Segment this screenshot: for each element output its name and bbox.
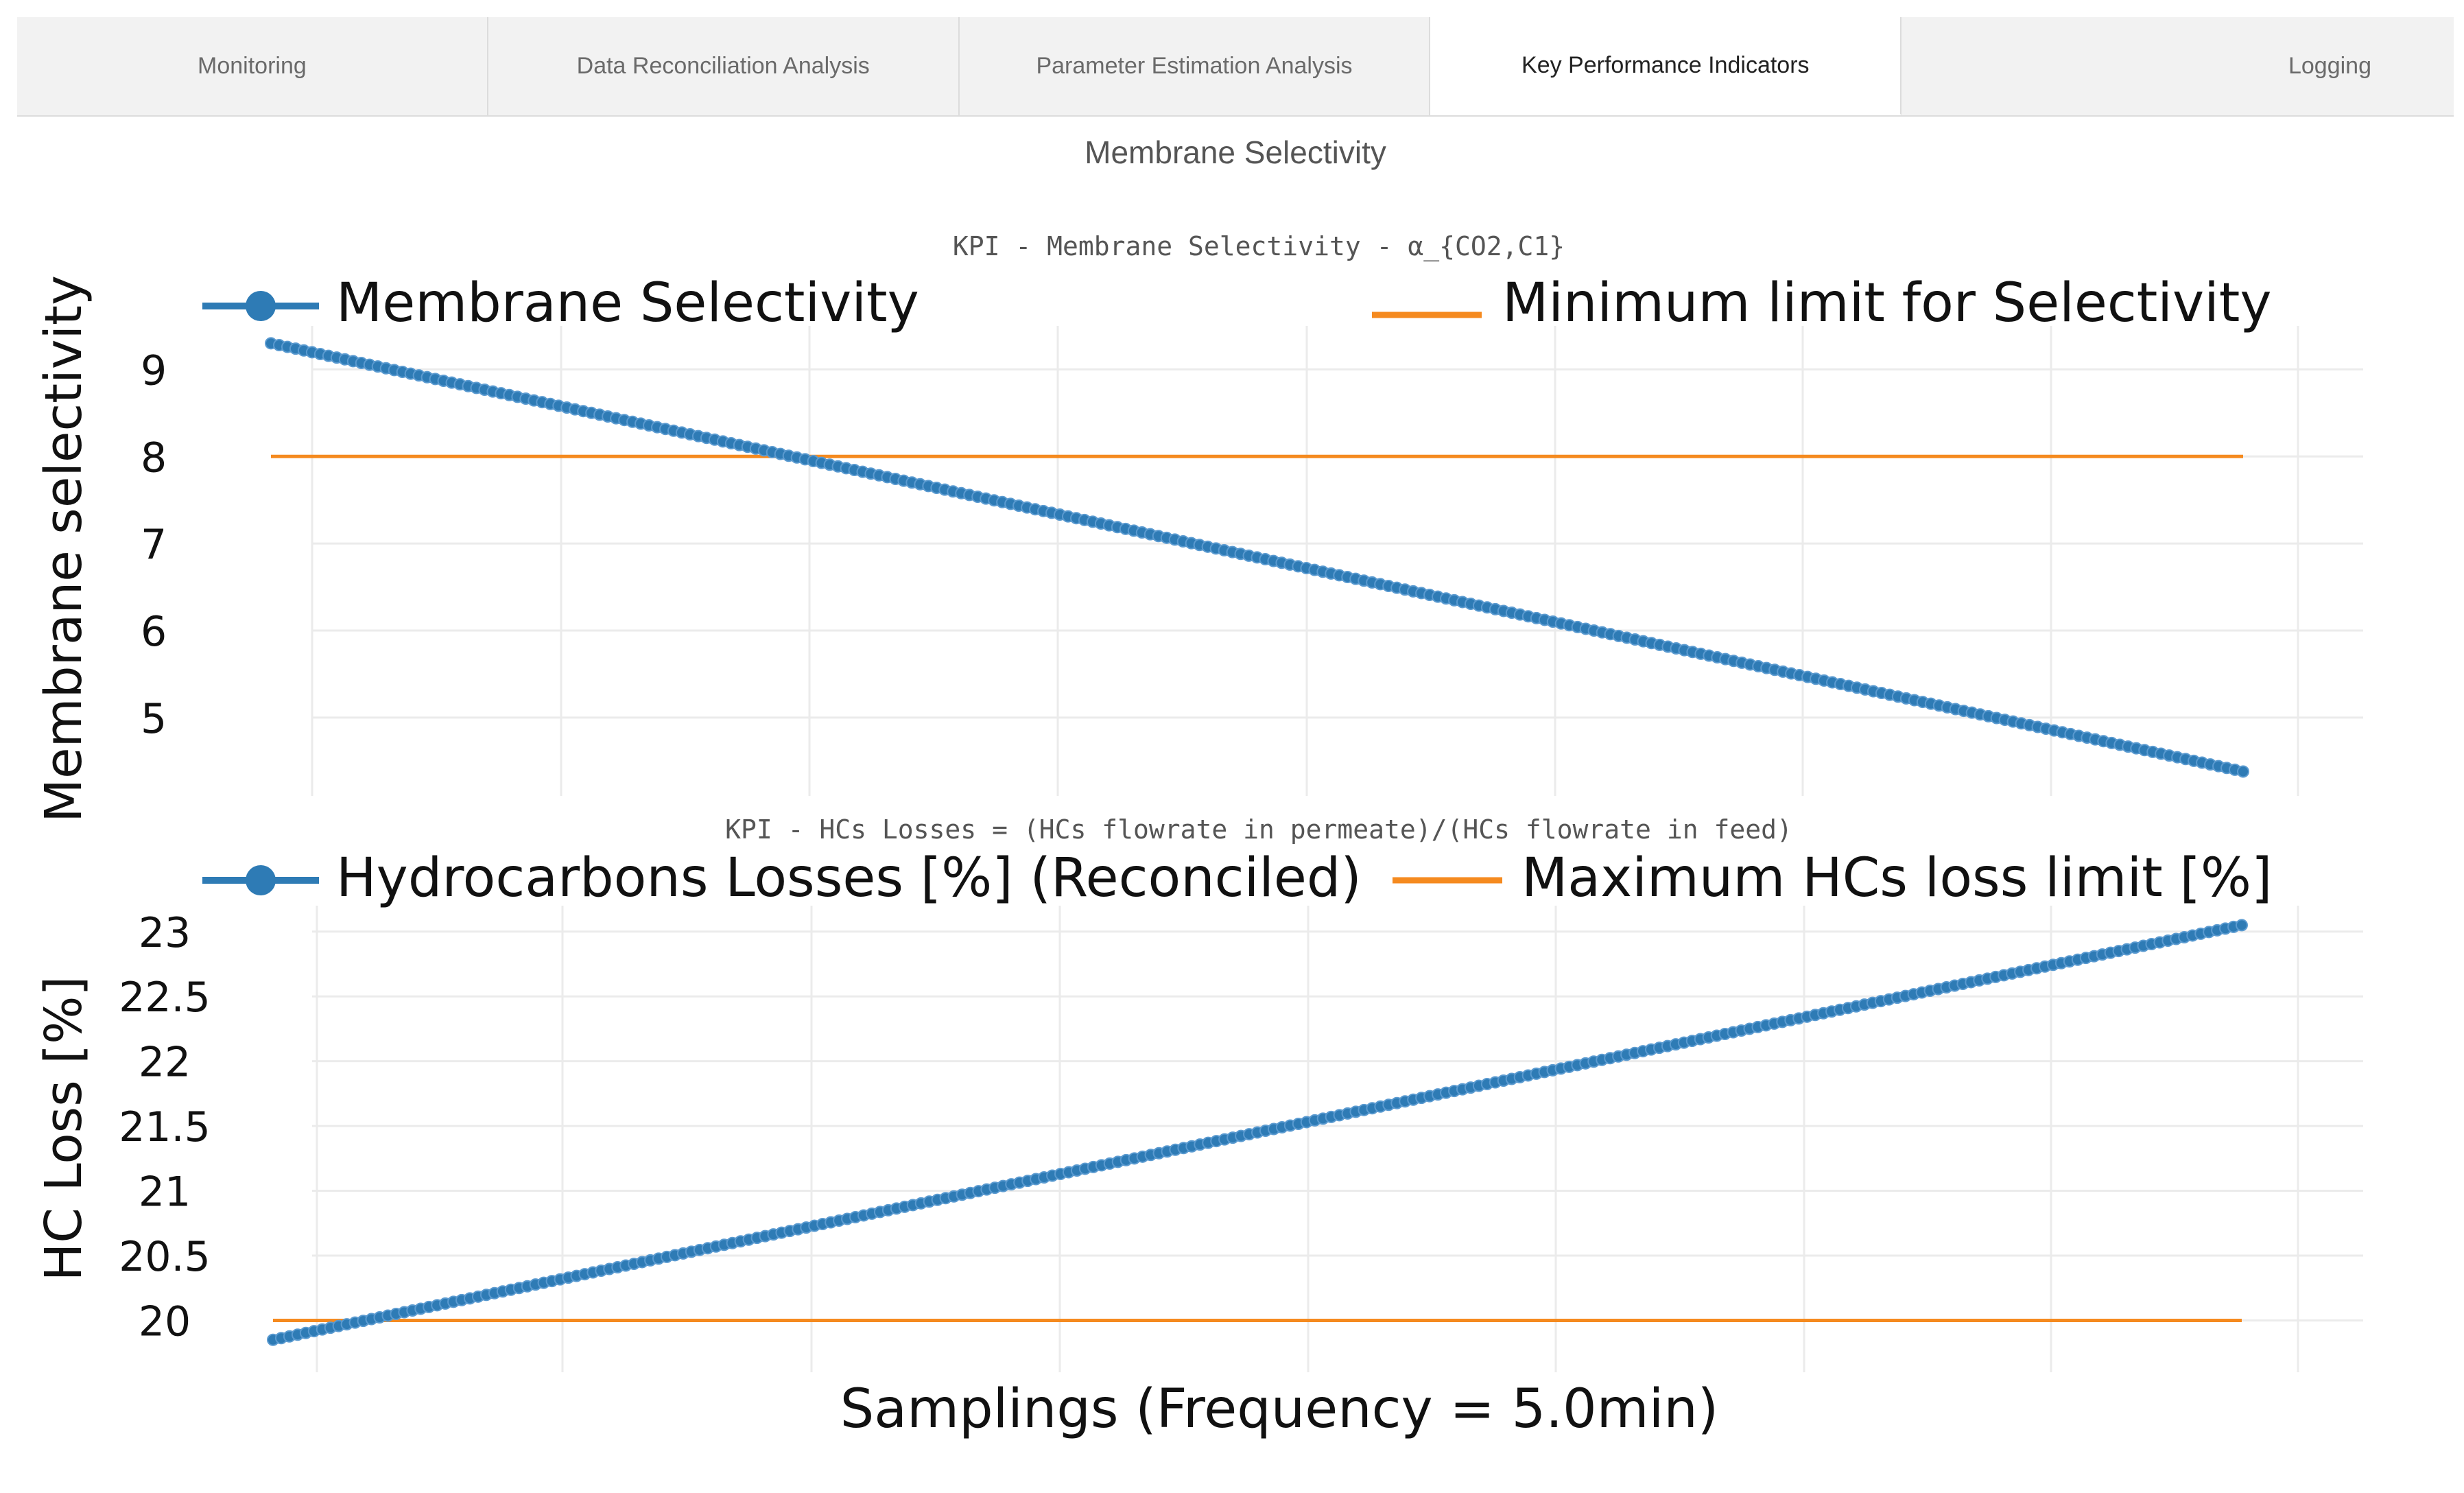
hc-loss-legend-series[interactable]: Hydrocarbons Losses [%] (Reconciled) <box>202 847 1362 909</box>
selectivity-data-point[interactable] <box>2237 765 2249 778</box>
hc-loss-series-markers[interactable] <box>267 919 2248 1346</box>
hc-loss-chart-title: KPI - HCs Losses = (HCs flowrate in perm… <box>725 814 1792 845</box>
tab-parameter-estimation[interactable]: Parameter Estimation Analysis <box>960 17 1431 115</box>
tab-monitoring[interactable]: Monitoring <box>17 17 488 115</box>
hc-loss-y-tick-label: 21.5 <box>119 1103 211 1151</box>
section-title: Membrane Selectivity <box>1085 134 1386 170</box>
selectivity-legend-limit[interactable]: Minimum limit for Selectivity <box>1372 272 2272 334</box>
tab-bar: Monitoring Data Reconciliation Analysis … <box>17 17 2454 117</box>
hc-loss-y-tick-label: 20 <box>139 1297 191 1345</box>
selectivity-y-tick-label: 5 <box>141 695 167 743</box>
hc-loss-chart: KPI - HCs Losses = (HCs flowrate in perm… <box>34 814 2363 1372</box>
tab-key-performance-indicators[interactable]: Key Performance Indicators <box>1430 17 1902 115</box>
hc-loss-y-tick-label: 20.5 <box>119 1233 211 1281</box>
selectivity-chart: KPI - Membrane Selectivity - α_{CO2,C1} … <box>34 231 2363 823</box>
tab-data-reconciliation[interactable]: Data Reconciliation Analysis <box>488 17 960 115</box>
kpi-panel: Membrane Selectivity <box>17 117 2454 1479</box>
hc-loss-y-tick-label: 22 <box>139 1039 191 1087</box>
selectivity-chart-title: KPI - Membrane Selectivity - α_{CO2,C1} <box>953 231 1565 262</box>
selectivity-y-tick-label: 7 <box>141 521 167 569</box>
hc-loss-y-tick-label: 21 <box>139 1168 191 1216</box>
hc-loss-ylabel: HC Loss [%] <box>34 976 93 1282</box>
hc-loss-legend-limit[interactable]: Maximum HCs loss limit [%] <box>1393 847 2272 909</box>
x-axis-label: Samplings (Frequency = 5.0min) <box>840 1378 1718 1440</box>
selectivity-legend-series[interactable]: Membrane Selectivity <box>202 272 919 334</box>
selectivity-y-tick-label: 8 <box>141 434 167 482</box>
hc-loss-y-tick-label: 22.5 <box>119 974 211 1022</box>
selectivity-y-tick-label: 9 <box>141 346 167 395</box>
selectivity-legend-series-label: Membrane Selectivity <box>336 272 919 334</box>
selectivity-legend-limit-label: Minimum limit for Selectivity <box>1502 272 2272 334</box>
hc-loss-data-point[interactable] <box>2236 919 2248 932</box>
selectivity-y-tick-label: 6 <box>141 608 167 656</box>
hc-loss-y-tick-label: 23 <box>139 909 191 957</box>
selectivity-series-markers[interactable] <box>265 337 2249 778</box>
hc-loss-legend-series-label: Hydrocarbons Losses [%] (Reconciled) <box>336 847 1362 909</box>
tab-logging[interactable]: Logging <box>2288 53 2371 79</box>
hc-loss-legend-limit-label: Maximum HCs loss limit [%] <box>1521 847 2272 909</box>
selectivity-ylabel: Membrane selectivity <box>34 275 93 823</box>
